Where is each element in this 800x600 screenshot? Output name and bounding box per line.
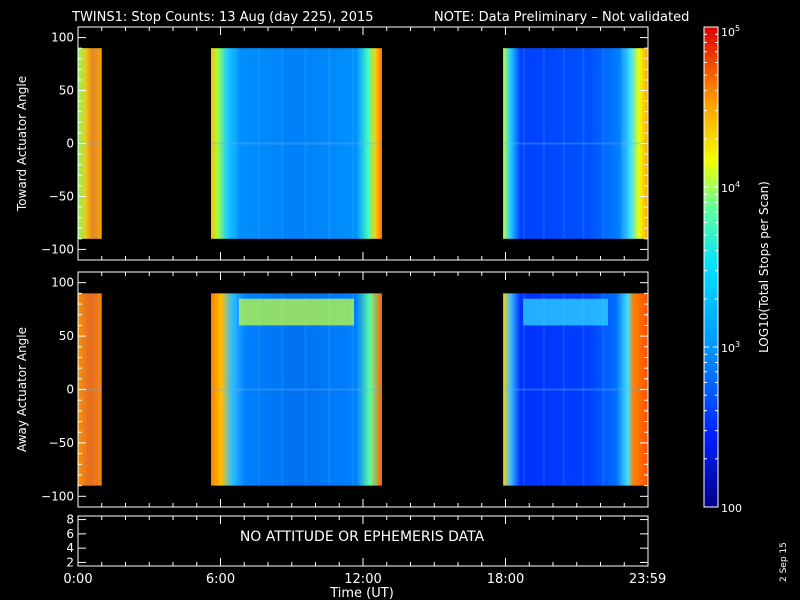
- scan-streak: [602, 48, 605, 239]
- scan-streak: [522, 48, 525, 239]
- scan-streak: [87, 293, 90, 486]
- scan-streak: [582, 48, 585, 239]
- scan-streak: [281, 48, 284, 239]
- scan-streak: [562, 293, 565, 486]
- toward-angle-panel: 100 50 0 −50 −100 Toward Actuator Angle: [15, 26, 649, 261]
- x-tick-label: 23:59: [629, 572, 666, 587]
- scan-streak: [91, 293, 94, 486]
- x-tick-label: 6:00: [206, 572, 235, 587]
- scan-streak: [281, 293, 284, 486]
- x-tick-label: 0:00: [63, 572, 92, 587]
- data-block-2: [211, 48, 382, 239]
- y-tick-label: 50: [59, 329, 74, 343]
- scan-streak: [97, 48, 100, 239]
- x-tick-label: 12:00: [344, 572, 381, 587]
- y-tick-label: −50: [49, 189, 74, 203]
- y-tick-label: 8: [66, 513, 74, 527]
- upper-angle-band: [239, 298, 354, 326]
- scan-streak: [257, 293, 260, 486]
- scan-streak: [622, 48, 625, 239]
- colorbar-tick-label: 103: [721, 340, 740, 355]
- scan-streak: [542, 48, 545, 239]
- scan-streak: [622, 293, 625, 486]
- data-block-3: [503, 48, 648, 239]
- zero-angle-band: [503, 388, 648, 391]
- y-axis-label: Toward Actuator Angle: [15, 76, 29, 212]
- y-tick-label: 100: [51, 276, 74, 290]
- scan-streak: [94, 293, 97, 486]
- data-block-1: [78, 48, 102, 239]
- scan-streak: [94, 48, 97, 239]
- date-stamp: 2 Sep 15: [779, 542, 789, 582]
- y-tick-label: −100: [41, 242, 74, 256]
- scan-streak: [542, 293, 545, 486]
- y-axis-label: Away Actuator Angle: [15, 327, 29, 452]
- scan-streak: [91, 48, 94, 239]
- scan-streak: [562, 48, 565, 239]
- scan-streak: [97, 293, 100, 486]
- x-axis-label: Time (UT): [329, 586, 394, 600]
- scan-streak: [234, 48, 237, 239]
- y-tick-label: −50: [49, 436, 74, 450]
- colorbar-label: LOG10(Total Stops per Scan): [757, 181, 771, 353]
- y-tick-label: 6: [66, 527, 74, 541]
- zero-angle-band: [78, 142, 102, 145]
- colorbar-gradient: [704, 27, 718, 507]
- colorbar: 105 104 103 100 LOG10(Total Stops per Scan): [703, 24, 771, 515]
- scan-streak: [304, 48, 307, 239]
- scan-streak: [328, 293, 331, 486]
- upper-angle-band: [523, 298, 608, 326]
- zero-angle-band: [78, 388, 102, 391]
- away-angle-panel: 100 50 0 −50 −100 Away Actuator Angle: [15, 271, 649, 508]
- y-tick-label: 4: [66, 541, 74, 555]
- scan-streak: [522, 293, 525, 486]
- no-data-message: NO ATTITUDE OR EPHEMERIS DATA: [240, 529, 485, 545]
- data-block-1: [78, 293, 102, 486]
- zero-angle-band: [503, 142, 648, 145]
- y-tick-label: −100: [41, 489, 74, 503]
- y-tick-label: 100: [51, 31, 74, 45]
- colorbar-tick-label: 105: [721, 24, 740, 39]
- y-tick-label: 0: [66, 137, 74, 151]
- preliminary-note: NOTE: Data Preliminary – Not validated: [434, 10, 689, 25]
- scan-streak: [257, 48, 260, 239]
- scan-streak: [582, 293, 585, 486]
- colorbar-tick-label: 100: [721, 502, 742, 515]
- zero-angle-band: [211, 142, 382, 145]
- x-tick-label: 18:00: [487, 572, 524, 587]
- scan-streak: [304, 293, 307, 486]
- zero-angle-band: [211, 388, 382, 391]
- colorbar-tick-label: 104: [721, 180, 740, 195]
- scan-streak: [351, 48, 354, 239]
- colorbar-frame: [703, 26, 719, 508]
- scan-streak: [351, 293, 354, 486]
- scan-streak: [87, 48, 90, 239]
- scan-streak: [234, 293, 237, 486]
- scan-streak: [602, 293, 605, 486]
- scan-streak: [328, 48, 331, 239]
- time-axis: 0:00 6:00 12:00 18:00 23:59: [63, 572, 666, 587]
- y-tick-label: 0: [66, 383, 74, 397]
- y-tick-label: 2: [66, 555, 74, 569]
- y-tick-label: 50: [59, 84, 74, 98]
- chart-title: TWINS1: Stop Counts: 13 Aug (day 225), 2…: [71, 10, 374, 25]
